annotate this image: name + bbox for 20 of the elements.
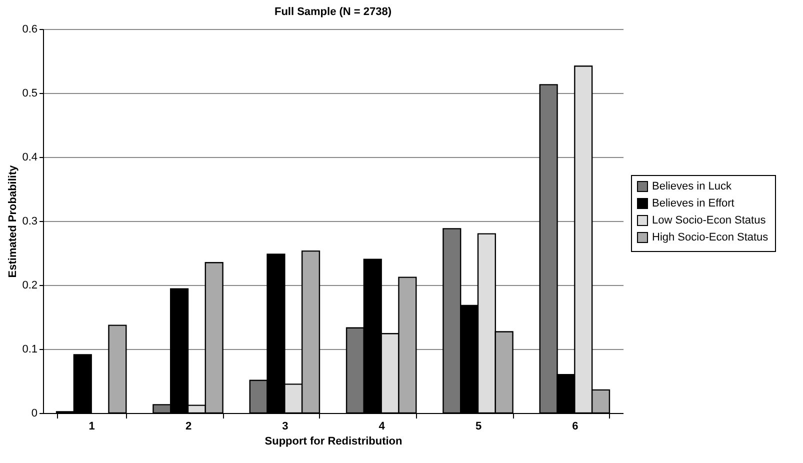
y-tick-label: 0: [31, 408, 38, 420]
y-tick-label: 0.3: [22, 216, 38, 228]
x-tick-label: 4: [378, 420, 386, 432]
x-tick-label: 1: [88, 420, 95, 432]
legend-label: Believes in Effort: [652, 198, 734, 210]
x-tick-label: 6: [572, 420, 578, 432]
legend-label: Low Socio-Econ Status: [652, 214, 766, 226]
y-tick-label: 0.1: [22, 344, 38, 356]
legend-label: High Socio-Econ Status: [652, 232, 769, 244]
x-axis-title: Support for Redistribution: [264, 436, 403, 448]
x-tick-label: 2: [185, 420, 192, 432]
y-axis-title: Estimated Probability: [7, 164, 20, 278]
y-tick-label: 0.5: [22, 88, 38, 100]
x-tick-label: 5: [475, 420, 482, 432]
chart-title: Full Sample (N = 2738): [274, 6, 392, 18]
y-tick-label: 0.2: [22, 280, 38, 292]
y-tick-label: 0.6: [22, 24, 38, 36]
x-tick-label: 3: [282, 420, 288, 432]
y-tick-label: 0.4: [22, 152, 38, 164]
legend-label: Believes in Luck: [652, 180, 732, 192]
